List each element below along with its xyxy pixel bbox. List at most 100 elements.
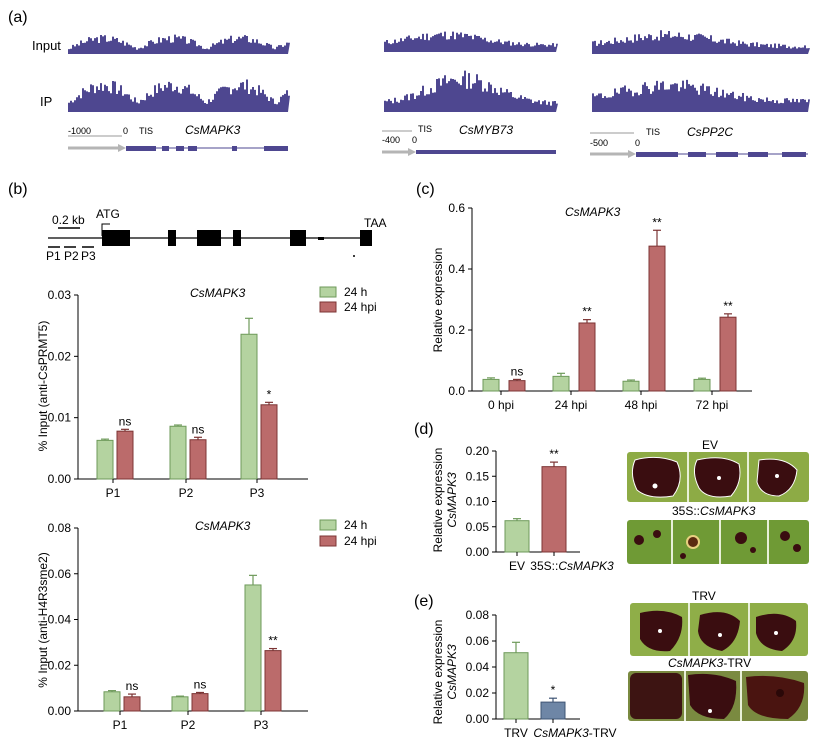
c-xtick-label: 48 hpi <box>625 398 658 412</box>
b1-legend: 24 h 24 hpi <box>319 285 377 314</box>
b2-bar <box>103 691 121 712</box>
row-label-input: Input <box>32 38 61 53</box>
b2-bar <box>244 584 262 712</box>
d-ytick-label: 0.05 <box>466 520 490 534</box>
b1-legend-24h: 24 h <box>344 285 367 299</box>
b2-legend-24hpi: 24 hpi <box>344 534 377 548</box>
c-ylabel: Relative expression <box>431 248 445 353</box>
b2-legend-swatch-24hpi <box>319 535 337 547</box>
c-bar <box>648 245 666 392</box>
panel-c-label: (c) <box>416 181 435 198</box>
d-bar <box>504 520 530 553</box>
b1-bar <box>169 425 187 480</box>
b1-bar <box>116 430 134 480</box>
e-chart: 0.00 0.02 0.04 0.06 0.08 TRV * CsMAPK3-TRV <box>466 608 617 740</box>
e-bar <box>540 701 566 720</box>
b1-xtick-label: P3 <box>250 486 265 500</box>
d-xtick-label-part: CsMAPK3 <box>558 559 614 573</box>
b2-ytick-label: 0.04 <box>48 613 72 627</box>
b1-annotation: ns <box>192 422 205 436</box>
e-annotation: * <box>551 683 556 697</box>
c-annotation: ** <box>723 299 733 313</box>
b1-bar <box>189 439 207 480</box>
d-annotation: ** <box>549 447 559 461</box>
scale-bar-label: 0.2 kb <box>52 213 85 227</box>
b1-ylabel: % Input (anti-CsPRMT5) <box>36 321 50 452</box>
d-ytick-label: 0.10 <box>466 495 490 509</box>
b1-annotation: ns <box>119 414 132 428</box>
b2-bar <box>123 696 141 712</box>
b2-title: CsMAPK3 <box>195 519 251 533</box>
b2-chart: 0.00 0.02 0.04 0.06 0.08 ns P1 ns P2 ** P3 <box>48 521 308 732</box>
c-xtick-label: 72 hpi <box>696 398 729 412</box>
c-annotation: ** <box>582 305 592 319</box>
d-xtick-label-part: 35S:: <box>530 559 558 573</box>
c-xtick-label: 24 hpi <box>555 398 588 412</box>
b1-title: CsMAPK3 <box>190 286 246 300</box>
primer-p2: P2 <box>64 249 79 263</box>
atg-label: ATG <box>96 207 120 221</box>
b2-annotation: ns <box>126 679 139 693</box>
b2-legend-24h: 24 h <box>344 518 367 532</box>
d-ytick-label: 0.00 <box>466 545 490 559</box>
b2-bar <box>171 696 189 712</box>
locus-gene-2: CsMYB73 <box>459 123 513 137</box>
scale-left-1: -1000 <box>68 126 91 136</box>
b2-ylabel: % Input (anti-H4R3sme2) <box>36 552 50 687</box>
b2-ytick-label: 0.02 <box>48 658 72 672</box>
coverage-tracks <box>68 30 810 112</box>
d-bar <box>541 466 567 553</box>
coverage-input-3 <box>592 30 810 54</box>
c-ytick-label: 0.6 <box>448 201 465 215</box>
leaf-photos-trv <box>630 603 808 656</box>
b2-annotation: ** <box>268 634 278 648</box>
panel-e-label: (e) <box>414 593 434 610</box>
b2-legend-swatch-24h <box>319 519 337 531</box>
e-xtick-label: TRV <box>504 726 528 740</box>
coverage-ip-2 <box>384 70 558 112</box>
d-ylabel: Relative expression <box>431 448 445 553</box>
c-bar <box>508 380 526 392</box>
panel-b-label: (b) <box>8 181 28 198</box>
c-ytick-label: 0.0 <box>448 384 465 398</box>
panel-a-label: (a) <box>8 9 28 26</box>
c-ytick-label: 0.2 <box>448 323 465 337</box>
b2-bar <box>264 650 282 712</box>
e-ytick-label: 0.02 <box>466 686 490 700</box>
row-label-ip: IP <box>40 94 52 109</box>
coverage-ip-3 <box>592 79 810 112</box>
locus-1-annotation: -1000 0 TIS CsMAPK3 <box>68 123 288 152</box>
scale-right-2: 0 <box>412 135 417 145</box>
c-annotation: ** <box>652 215 662 229</box>
e-xtick-label-part: CsMAPK3 <box>533 726 589 740</box>
tis-label-2: TIS <box>418 124 432 134</box>
locus-2-annotation: TIS CsMYB73 -400 0 <box>382 123 556 156</box>
b1-chart: 0.00 0.01 0.02 0.03 ns P1 ns P2 * P3 <box>48 288 308 500</box>
leaf-photos-ev <box>627 452 809 502</box>
c-annotation: ns <box>511 364 524 378</box>
b2-bar <box>191 693 209 712</box>
primer-p3: P3 <box>81 249 96 263</box>
c-xtick-label: 0 hpi <box>488 398 514 412</box>
tis-label-1: TIS <box>139 126 153 136</box>
d-ytick-label: 0.15 <box>466 469 490 483</box>
c-chart: 0.0 0.2 0.4 0.6 ns 0 hpi ** 24 hpi ** 48 hpi ** 72 … <box>448 201 752 412</box>
e-xtick-label: CsMAPK3-TRV <box>533 726 616 740</box>
e-ytick-label: 0.08 <box>466 608 490 622</box>
b1-bar <box>260 404 278 480</box>
b1-ytick-label: 0.00 <box>48 472 72 486</box>
d-ylabel-gene: CsMAPK3 <box>445 472 459 528</box>
b2-xtick-label: P3 <box>254 718 269 732</box>
b1-xtick-label: P1 <box>106 486 121 500</box>
b2-ytick-label: 0.08 <box>48 521 72 535</box>
b1-bar <box>96 439 114 480</box>
scale-right-3: 0 <box>635 138 640 148</box>
coverage-input-2 <box>384 31 558 52</box>
leaf-photos-35s <box>627 520 809 564</box>
c-title: CsMAPK3 <box>565 205 621 219</box>
e-photo-label-ko: CsMAPK3-TRV <box>668 656 751 670</box>
b2-xtick-label: P2 <box>181 718 196 732</box>
d-ytick-label: 0.20 <box>466 444 490 458</box>
e-photo-label-trv: TRV <box>692 589 716 603</box>
